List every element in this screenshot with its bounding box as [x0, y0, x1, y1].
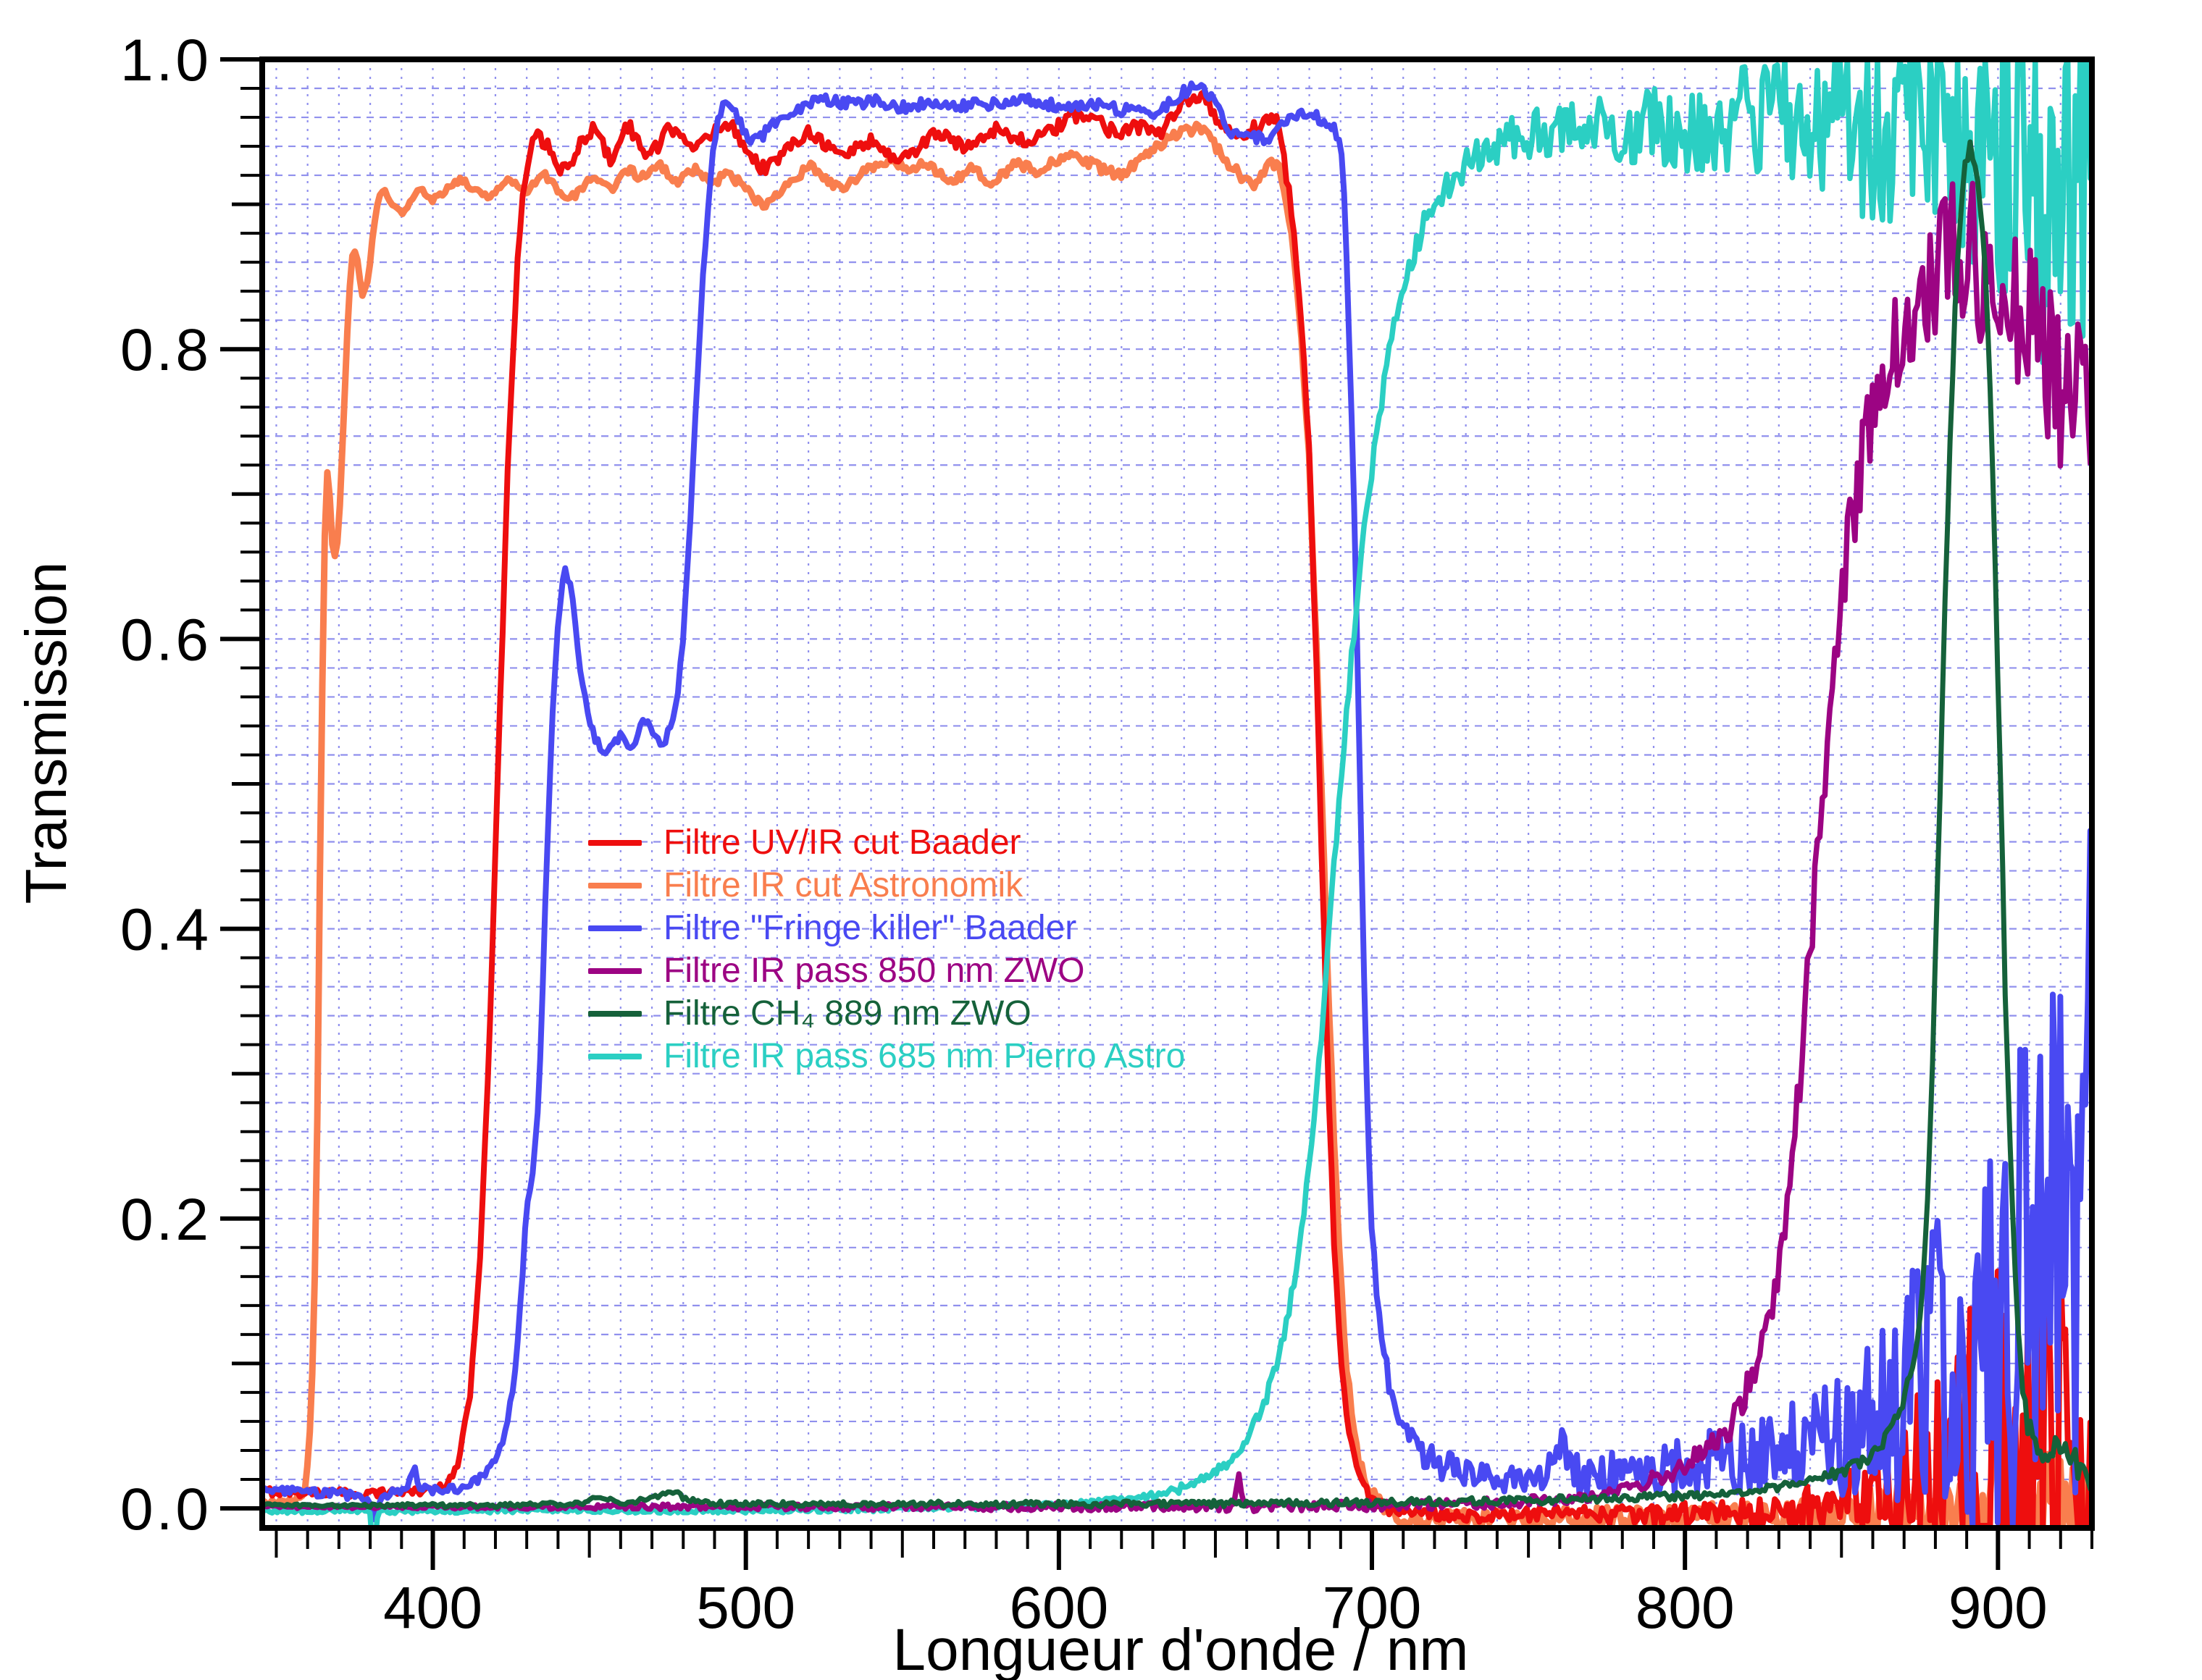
legend-item-ch4-889-zwo: Filtre CH₄ 889 nm ZWO	[588, 992, 1185, 1035]
svg-text:0.4: 0.4	[120, 897, 212, 963]
svg-text:0.2: 0.2	[120, 1187, 212, 1253]
x-axis-title: Longueur d'onde / nm	[892, 1617, 1469, 1680]
legend-swatch-icon	[588, 882, 642, 889]
svg-text:600: 600	[1009, 1575, 1108, 1641]
legend-item-label: Filtre IR pass 850 nm ZWO	[663, 951, 1085, 990]
legend-swatch-icon	[588, 839, 642, 846]
y-axis-title: Transmission	[14, 561, 78, 904]
svg-text:500: 500	[696, 1575, 795, 1641]
svg-text:900: 900	[1948, 1575, 2048, 1641]
svg-text:800: 800	[1636, 1575, 1735, 1641]
legend-item-uvir-cut-baader: Filtre UV/IR cut Baader	[588, 821, 1185, 864]
legend-swatch-icon	[588, 967, 642, 974]
legend: Filtre UV/IR cut Baader Filtre IR cut As…	[588, 821, 1185, 1078]
svg-text:400: 400	[383, 1575, 482, 1641]
legend-item-ir-cut-astronomik: Filtre IR cut Astronomik	[588, 864, 1185, 907]
legend-item-label: Filtre UV/IR cut Baader	[663, 823, 1021, 862]
legend-item-label: Filtre "Fringe killer" Baader	[663, 908, 1077, 947]
legend-item-fringe-killer-baader: Filtre "Fringe killer" Baader	[588, 907, 1185, 949]
svg-text:1.0: 1.0	[120, 28, 212, 93]
legend-swatch-icon	[588, 1053, 642, 1059]
svg-text:0.0: 0.0	[120, 1477, 212, 1542]
legend-item-label: Filtre CH₄ 889 nm ZWO	[663, 994, 1031, 1033]
legend-item-ir-pass-685-pierro-astro: Filtre IR pass 685 nm Pierro Astro	[588, 1035, 1185, 1078]
legend-item-label: Filtre IR pass 685 nm Pierro Astro	[663, 1036, 1186, 1075]
svg-text:0.6: 0.6	[120, 607, 212, 673]
legend-item-ir-pass-850-zwo: Filtre IR pass 850 nm ZWO	[588, 949, 1185, 992]
legend-swatch-icon	[588, 925, 642, 931]
legend-item-label: Filtre IR cut Astronomik	[663, 865, 1023, 904]
legend-swatch-icon	[588, 1010, 642, 1017]
svg-text:700: 700	[1323, 1575, 1422, 1641]
svg-text:0.8: 0.8	[120, 317, 212, 383]
